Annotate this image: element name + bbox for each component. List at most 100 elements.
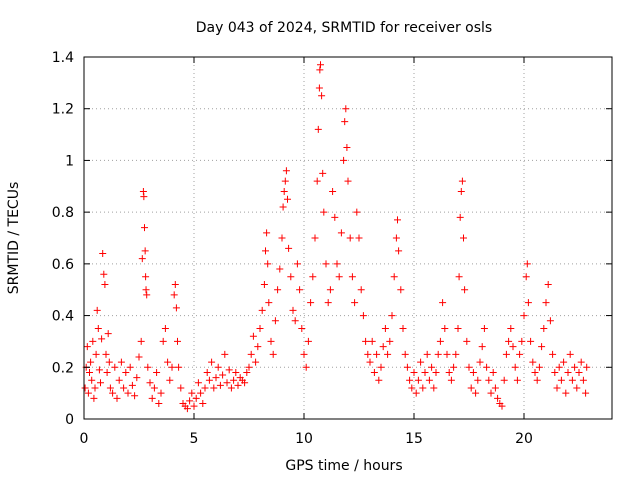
data-point (314, 125, 322, 133)
data-point (276, 265, 284, 273)
data-point (460, 234, 467, 242)
data-point (511, 363, 519, 371)
data-point (98, 335, 106, 343)
data-point (302, 363, 310, 371)
y-tick-label: 1.4 (52, 50, 74, 66)
data-point (428, 363, 436, 371)
data-point (390, 273, 398, 281)
data-point (183, 405, 191, 413)
data-point (133, 374, 141, 382)
data-point (234, 381, 242, 389)
data-point (463, 337, 471, 345)
data-point (90, 394, 98, 402)
data-point (524, 299, 532, 307)
data-point (480, 325, 488, 332)
data-point (551, 368, 559, 376)
data-point (140, 193, 148, 201)
data-point (89, 337, 97, 345)
data-point (364, 350, 372, 358)
data-point (300, 350, 308, 358)
data-point (197, 389, 205, 397)
data-point (95, 366, 103, 374)
data-point (282, 167, 290, 175)
data-point (582, 389, 590, 397)
data-point (194, 379, 202, 387)
data-point (214, 363, 222, 371)
data-point (320, 208, 328, 216)
data-point (126, 363, 134, 371)
data-point (100, 270, 108, 278)
data-point (549, 350, 557, 358)
data-point (381, 325, 389, 332)
data-point (434, 350, 442, 358)
data-point (144, 363, 152, 371)
data-point (230, 376, 238, 384)
data-point (284, 195, 291, 203)
data-point (452, 350, 460, 358)
data-point (478, 343, 486, 351)
y-tick-label: 1.2 (52, 102, 74, 118)
data-point (159, 337, 167, 345)
data-point (423, 350, 431, 358)
data-point (518, 337, 526, 345)
data-point (568, 376, 576, 384)
data-point (168, 363, 176, 371)
data-point (399, 325, 407, 332)
data-point (553, 384, 561, 392)
data-point (520, 312, 528, 320)
data-point (265, 299, 273, 307)
data-point (414, 376, 422, 384)
data-point (441, 325, 449, 332)
y-tick-label: 0.6 (52, 257, 74, 273)
data-point (311, 234, 319, 242)
data-point (135, 353, 143, 361)
data-point (445, 368, 453, 376)
data-point (529, 358, 537, 366)
data-point (370, 368, 378, 376)
data-point (333, 260, 341, 268)
data-point (331, 213, 339, 221)
data-point (313, 177, 321, 185)
data-point (357, 286, 365, 294)
data-point (316, 66, 324, 74)
data-point (500, 376, 508, 384)
data-point (166, 376, 174, 384)
data-point (245, 363, 253, 371)
data-point (461, 286, 469, 294)
data-point (535, 363, 543, 371)
data-point (485, 376, 493, 384)
data-point (571, 363, 579, 371)
data-point (375, 376, 383, 384)
data-point (469, 368, 477, 376)
data-point (157, 389, 165, 397)
data-point (216, 381, 224, 389)
x-tick-label: 10 (295, 431, 313, 447)
data-point (386, 337, 394, 345)
y-tick-labels: 0 0.2 0.4 0.6 0.8 1 1.2 1.4 (52, 50, 74, 428)
data-point (93, 306, 101, 314)
data-point (335, 273, 343, 281)
data-point (271, 317, 279, 325)
data-point (105, 358, 113, 366)
data-point (436, 337, 444, 345)
data-point (509, 343, 517, 351)
data-point (143, 291, 151, 299)
data-point (109, 389, 117, 397)
data-point (223, 379, 231, 387)
data-point (260, 281, 268, 289)
data-point (106, 384, 114, 392)
data-point (483, 363, 491, 371)
data-point (343, 144, 351, 151)
data-point (262, 247, 269, 255)
data-point (366, 358, 374, 366)
data-point (161, 325, 169, 332)
data-points (81, 61, 591, 413)
data-point (447, 376, 455, 384)
data-point (489, 368, 497, 376)
data-point (487, 389, 495, 397)
data-point (280, 187, 288, 195)
data-point (293, 260, 301, 268)
data-point (225, 366, 233, 374)
data-point (394, 216, 401, 224)
data-point (274, 286, 282, 294)
